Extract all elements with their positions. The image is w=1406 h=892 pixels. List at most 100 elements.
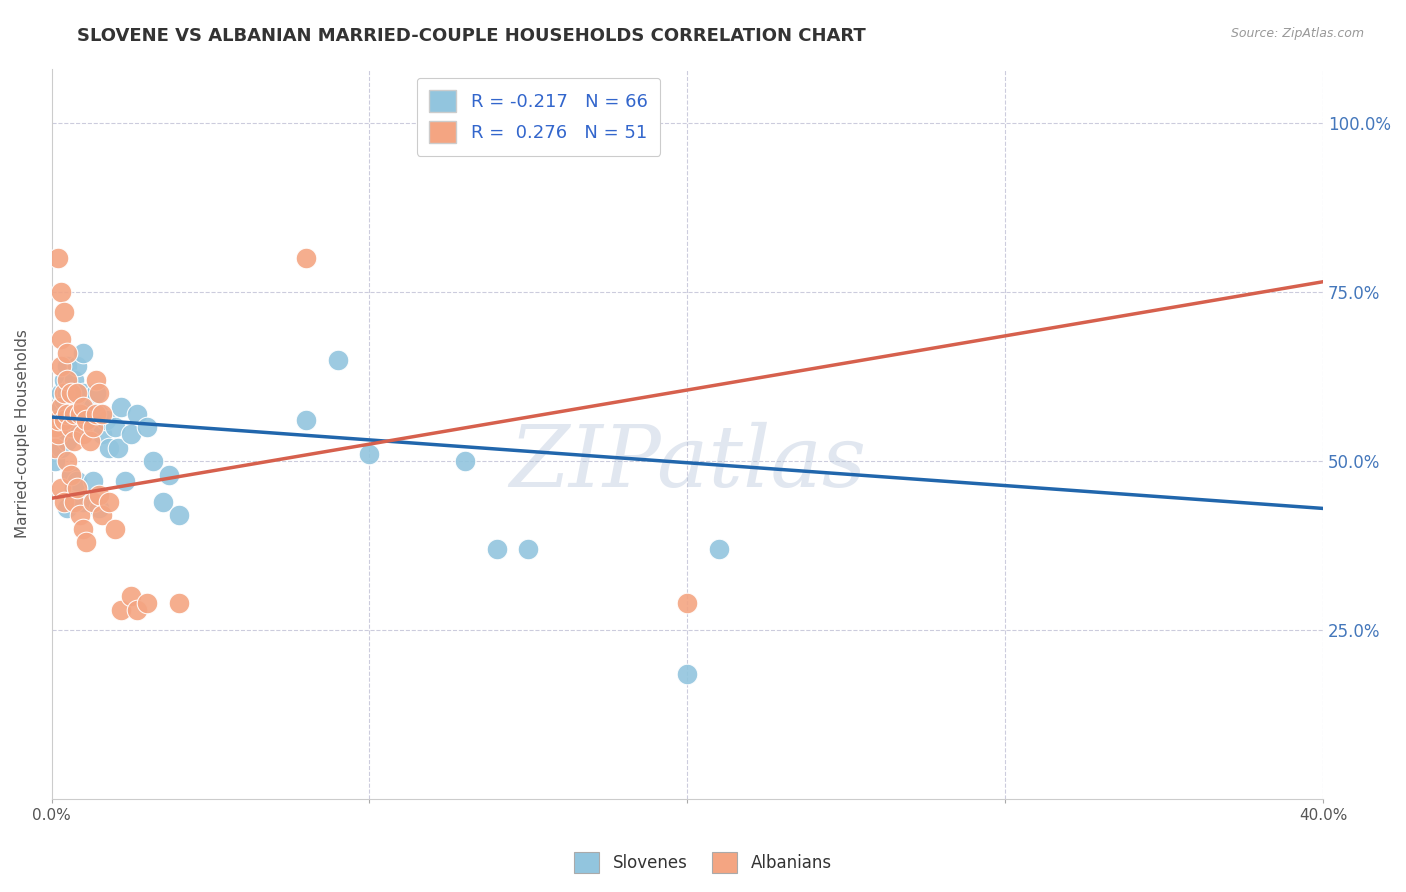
Point (49, 285, 72, 299)
Point (62, 407, 84, 421)
Point (167, 508, 190, 523)
Point (53, 413, 76, 427)
Point (56, 454, 79, 468)
Point (53, 494, 76, 508)
Point (49, 359, 72, 374)
Point (79, 420, 101, 434)
Point (76, 535, 98, 549)
Point (66, 481, 89, 495)
Point (94, 413, 117, 427)
Point (44, 420, 66, 434)
Point (517, 542, 540, 557)
Point (110, 603, 132, 617)
Point (359, 447, 381, 461)
Point (53, 386, 76, 401)
Point (72, 400, 94, 414)
Point (56, 359, 79, 374)
Point (135, 420, 157, 434)
Point (46, 413, 69, 427)
Point (152, 494, 174, 508)
Y-axis label: Married-couple Households: Married-couple Households (15, 329, 30, 539)
Point (89, 386, 111, 401)
Point (84, 407, 107, 421)
Point (44, 441, 66, 455)
Point (62, 413, 84, 427)
Point (49, 413, 72, 427)
Point (59, 420, 82, 434)
Point (454, 454, 477, 468)
Point (82, 420, 104, 434)
Point (53, 373, 76, 387)
Point (76, 413, 98, 427)
Point (107, 441, 129, 455)
Point (82, 400, 104, 414)
Point (56, 434, 79, 448)
Point (56, 501, 79, 516)
Point (46, 434, 69, 448)
Point (69, 420, 91, 434)
Point (66, 386, 89, 401)
Point (53, 393, 76, 408)
Point (127, 603, 149, 617)
Point (135, 596, 157, 610)
Point (53, 413, 76, 427)
Point (295, 413, 318, 427)
Point (49, 400, 72, 414)
Point (46, 427, 69, 442)
Point (142, 454, 165, 468)
Point (56, 407, 79, 421)
Point (62, 494, 84, 508)
Point (49, 427, 72, 442)
Point (59, 379, 82, 393)
Point (46, 407, 69, 421)
Legend: Slovenes, Albanians: Slovenes, Albanians (568, 846, 838, 880)
Point (91, 427, 114, 442)
Point (97, 494, 120, 508)
Point (66, 475, 89, 489)
Point (49, 441, 72, 455)
Point (62, 400, 84, 414)
Point (59, 420, 82, 434)
Point (46, 251, 69, 265)
Point (46, 413, 69, 427)
Point (89, 501, 111, 516)
Point (46, 420, 69, 434)
Point (82, 475, 104, 489)
Point (56, 407, 79, 421)
Point (72, 427, 94, 442)
Point (72, 345, 94, 359)
Point (62, 434, 84, 448)
Point (59, 400, 82, 414)
Point (72, 386, 94, 401)
Point (59, 467, 82, 482)
Point (62, 373, 84, 387)
Point (66, 359, 89, 374)
Point (72, 522, 94, 536)
Point (53, 420, 76, 434)
Point (295, 251, 318, 265)
Point (59, 386, 82, 401)
Point (167, 596, 190, 610)
Point (49, 332, 72, 346)
Point (69, 400, 91, 414)
Point (49, 400, 72, 414)
Point (44, 441, 66, 455)
Point (120, 427, 142, 442)
Point (114, 475, 136, 489)
Point (84, 386, 107, 401)
Point (84, 373, 107, 387)
Point (676, 596, 699, 610)
Point (56, 373, 79, 387)
Point (127, 407, 149, 421)
Point (69, 508, 91, 523)
Point (44, 427, 66, 442)
Point (69, 407, 91, 421)
Point (676, 667, 699, 681)
Point (707, 542, 730, 557)
Point (44, 454, 66, 468)
Point (97, 441, 120, 455)
Point (62, 481, 84, 495)
Point (79, 434, 101, 448)
Point (91, 407, 114, 421)
Point (49, 481, 72, 495)
